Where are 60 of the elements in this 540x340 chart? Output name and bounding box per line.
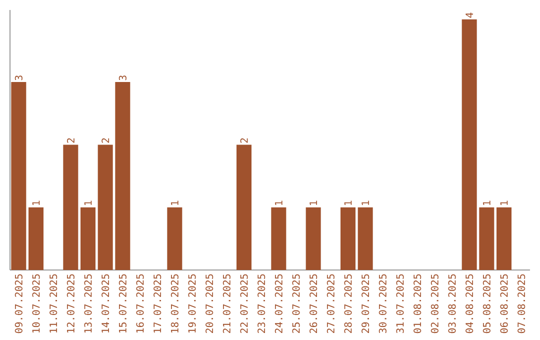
bar <box>340 207 356 270</box>
bar <box>236 144 252 270</box>
x-tick-label: 23.07.2025 <box>258 274 266 333</box>
x-tick-label: 15.07.2025 <box>118 274 126 333</box>
x-tick-label: 20.07.2025 <box>206 274 214 333</box>
x-tick-label: 01.08.2025 <box>414 274 422 334</box>
x-tick-label: 05.08.2025 <box>482 274 490 334</box>
x-tick-label: 25.07.2025 <box>292 274 300 333</box>
bar <box>496 207 512 270</box>
bar <box>80 207 96 270</box>
x-tick-label: 24.07.2025 <box>274 274 282 333</box>
data-label: 1 <box>275 200 282 205</box>
x-tick-label: 12.07.2025 <box>66 274 74 333</box>
data-label: 4 <box>466 12 473 18</box>
data-label: 1 <box>310 200 317 205</box>
data-label: 1 <box>500 200 508 205</box>
data-label: 1 <box>362 200 369 205</box>
data-label: 2 <box>102 138 110 143</box>
data-label: 3 <box>118 76 126 80</box>
bar <box>63 144 78 270</box>
x-tick-label: 11.07.2025 <box>50 274 58 333</box>
x-tick-label: 17.07.2025 <box>154 274 162 333</box>
bar <box>167 207 182 270</box>
data-label: 3 <box>14 76 22 80</box>
x-tick-label: 14.07.2025 <box>102 274 110 333</box>
bar <box>115 82 130 270</box>
bar <box>358 207 373 270</box>
bar <box>28 207 44 270</box>
x-tick-label: 10.07.2025 <box>32 274 40 333</box>
data-label: 1 <box>344 200 352 205</box>
x-tick-label: 31.07.2025 <box>396 274 404 334</box>
data-label: 1 <box>84 200 92 205</box>
bar <box>98 144 113 270</box>
data-label: 1 <box>171 200 178 205</box>
x-tick-label: 03.08.2025 <box>448 274 456 334</box>
data-label: 2 <box>66 138 74 143</box>
x-tick-label: 09.07.2025 <box>14 274 22 334</box>
x-tick-label: 18.07.2025 <box>170 274 178 333</box>
x-tick-label: 04.08.2025 <box>466 274 474 334</box>
x-tick-label: 27.07.2025 <box>326 274 334 333</box>
x-tick-label: 19.07.2025 <box>188 274 196 333</box>
x-tick-label: 02.08.2025 <box>430 274 438 334</box>
x-tick-label: 07.08.2025 <box>518 274 526 334</box>
data-label: 2 <box>240 138 248 143</box>
x-tick-label: 29.07.2025 <box>362 274 370 333</box>
bar <box>306 207 321 270</box>
x-tick-label: 30.07.2025 <box>378 274 386 334</box>
data-label: 1 <box>483 200 490 205</box>
data-label: 1 <box>32 200 40 205</box>
x-tick-label: 21.07.2025 <box>222 274 230 333</box>
x-tick-label: 16.07.2025 <box>136 274 144 333</box>
bar <box>479 207 494 270</box>
x-tick-label: 22.07.2025 <box>240 274 248 333</box>
x-tick-label: 26.07.2025 <box>310 274 318 333</box>
bar <box>271 207 286 270</box>
bar <box>462 19 477 270</box>
bar <box>11 82 26 270</box>
x-tick-label: 13.07.2025 <box>84 274 92 333</box>
x-tick-label: 28.07.2025 <box>344 274 352 333</box>
x-tick-label: 06.08.2025 <box>500 274 508 334</box>
